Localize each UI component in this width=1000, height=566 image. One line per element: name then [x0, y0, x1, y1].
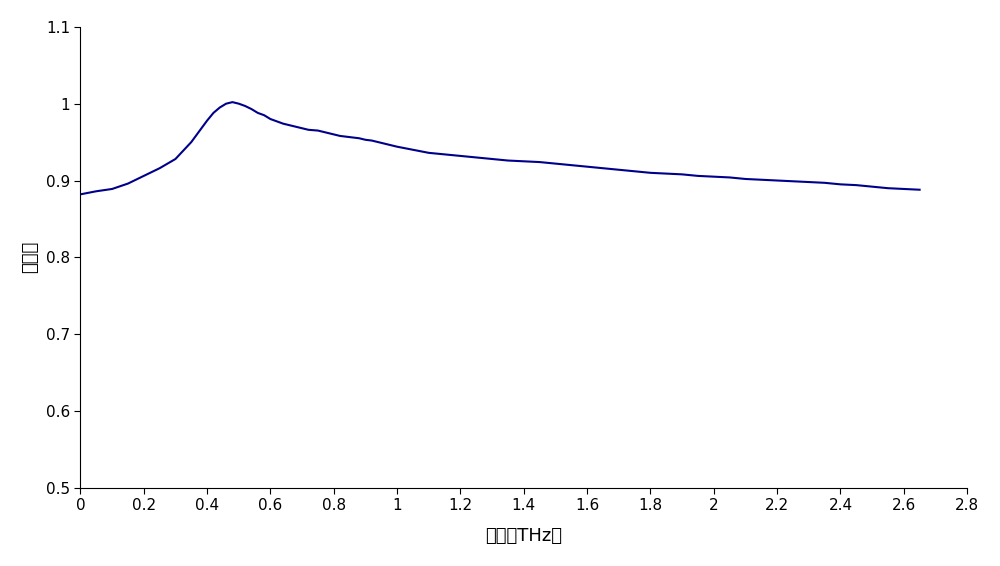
- X-axis label: 频率（THz）: 频率（THz）: [485, 527, 562, 545]
- Y-axis label: 透过率: 透过率: [21, 241, 39, 273]
